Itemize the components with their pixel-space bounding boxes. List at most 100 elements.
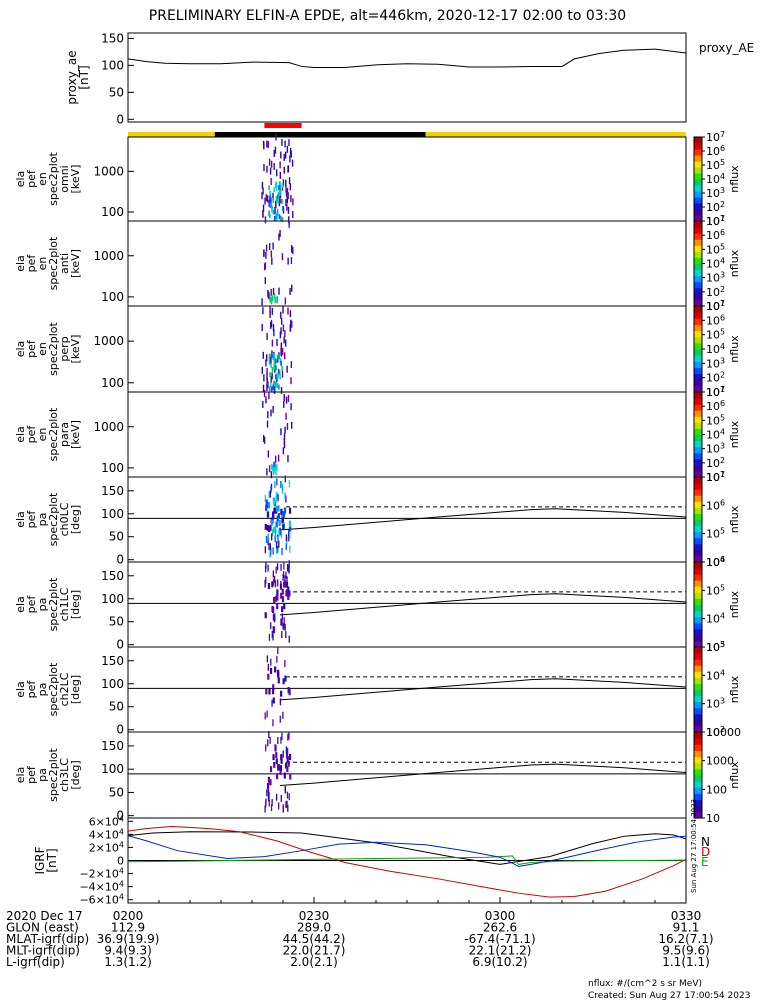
spectrogram-pixel <box>280 342 283 350</box>
spectrogram-pixel <box>265 244 268 252</box>
spectrogram-pixel <box>270 288 272 296</box>
energy-colorbar-segment <box>694 197 702 204</box>
spectrogram-pixel <box>281 618 283 626</box>
spectrogram-pixel <box>268 799 270 807</box>
energy-colorbar-tick-label: 103 <box>706 271 725 285</box>
spectrogram-pixel <box>263 374 265 382</box>
energy-colorbar-tick-label: 103 <box>706 442 725 456</box>
spectrogram-pixel <box>280 794 282 802</box>
spectrogram-pixel <box>272 613 275 621</box>
energy-colorbar-label: nflux <box>728 165 741 193</box>
spectrogram-pixel <box>281 183 284 189</box>
energy-colorbar-segment <box>694 221 702 228</box>
spectrogram-pixel <box>273 467 275 474</box>
spectrogram-pixel <box>269 190 271 196</box>
spectrogram-pixel <box>283 622 285 630</box>
spectrogram-pixel <box>266 502 270 509</box>
spectrogram-pixel <box>281 199 283 205</box>
spectrogram-pixel <box>275 521 278 528</box>
spectrogram-pixel <box>282 750 284 758</box>
footer-row-label: 2020 Dec 17 <box>6 909 83 923</box>
spectrogram-pixel <box>282 805 284 813</box>
pa-colorbar-segment <box>694 744 702 751</box>
spectrogram-pixel <box>274 666 277 673</box>
pa-colorbar-segment <box>694 574 702 581</box>
pa-ytick-label: 150 <box>101 484 124 498</box>
energy-colorbar-segment <box>694 422 702 429</box>
pa-colorbar-segment <box>694 513 702 520</box>
spectrogram-pixel <box>266 165 268 173</box>
spectrogram-pixel <box>262 187 264 195</box>
spectrogram-pixel <box>266 511 270 518</box>
energy-colorbar-segment <box>694 233 702 240</box>
spectrogram-pixel <box>288 525 292 532</box>
energy-colorbar-segment <box>694 342 702 350</box>
spectrogram-pixel <box>282 711 284 719</box>
spectrogram-pixel <box>271 533 273 541</box>
energy-colorbar-segment <box>694 446 702 454</box>
spectrogram-pixel <box>283 401 285 409</box>
spectrogram-pixel <box>275 541 278 549</box>
spectrogram-pixel <box>273 361 276 367</box>
pa-colorbar-segment <box>694 483 702 490</box>
energy-colorbar-tick-label: 105 <box>706 242 725 256</box>
spectrogram-pixel <box>262 210 264 218</box>
footer-row-value: 1.1(1.1) <box>662 955 710 969</box>
spectrogram-pixel <box>273 215 276 221</box>
energy-ylabel-line: [keV] <box>69 420 82 449</box>
spectrogram-pixel <box>270 622 272 630</box>
energy-colorbar-segment <box>694 185 702 192</box>
energy-colorbar-segment <box>694 299 702 307</box>
spectrogram-pixel <box>279 357 282 363</box>
footer-row-value: 0200 <box>113 909 144 923</box>
spectrogram-pixel <box>269 779 272 786</box>
spectrogram-pixel <box>273 499 276 506</box>
spectrogram-pixel <box>288 793 290 801</box>
spectrogram-pixel <box>273 187 275 193</box>
spectrogram-pixel <box>269 372 271 378</box>
spectrogram-pixel <box>285 179 287 187</box>
spectrogram-pixel <box>263 389 266 397</box>
ae-ytick-label: 100 <box>101 58 124 72</box>
spectrogram-pixel <box>274 744 276 752</box>
spectrogram-pixel <box>275 505 278 512</box>
flux-units-note: nflux: #/(cm^2 s sr MeV) <box>588 979 702 989</box>
spectrogram-pixel <box>278 802 280 810</box>
spectrogram-pixel <box>276 208 279 214</box>
spectrogram-pixel <box>274 613 276 621</box>
spectrogram-pixel <box>277 194 279 202</box>
spectrogram-pixel <box>263 263 266 271</box>
spectrogram-pixel <box>278 540 280 548</box>
spectrogram-pixel <box>262 140 265 148</box>
spectrogram-pixel <box>284 475 286 483</box>
energy-ylabel-line: [keV] <box>69 165 82 194</box>
pa-ytick-label: 150 <box>101 654 124 668</box>
pa-colorbar-segment <box>694 689 702 697</box>
pa-colorbar-segment <box>694 713 702 721</box>
spectrogram-pixel <box>280 327 282 335</box>
energy-colorbar-segment <box>694 161 702 168</box>
spectrogram-pixel <box>269 490 271 498</box>
pa-colorbar-tick-label: 103 <box>706 697 725 711</box>
pa-colorbar-segment <box>694 531 702 539</box>
spectrogram-pixel <box>268 185 270 191</box>
energy-colorbar-segment <box>694 239 702 246</box>
spectrogram-pixel <box>274 525 277 532</box>
pa-colorbar-segment <box>694 640 702 648</box>
spectrogram-pixel <box>277 764 280 771</box>
energy-colorbar-tick-label: 101 <box>706 299 725 313</box>
spectrogram-pixel <box>270 381 272 387</box>
spectrogram-pixel <box>285 185 287 193</box>
spectrogram-pixel <box>281 365 283 371</box>
spectrogram-pixel <box>289 545 291 553</box>
spectrogram-pixel <box>275 200 277 208</box>
spectrogram-pixel <box>286 791 289 799</box>
energy-colorbar-tick-label: 102 <box>706 371 725 385</box>
spectrogram-pixel <box>261 192 263 200</box>
energy-panel-frame <box>127 220 687 307</box>
spectrogram-pixel <box>270 409 272 417</box>
pa-ylabel-line: pa <box>36 513 49 527</box>
spectrogram-pixel <box>270 296 272 303</box>
pa-colorbar-segment <box>694 477 702 484</box>
energy-colorbar-segment <box>694 355 702 362</box>
